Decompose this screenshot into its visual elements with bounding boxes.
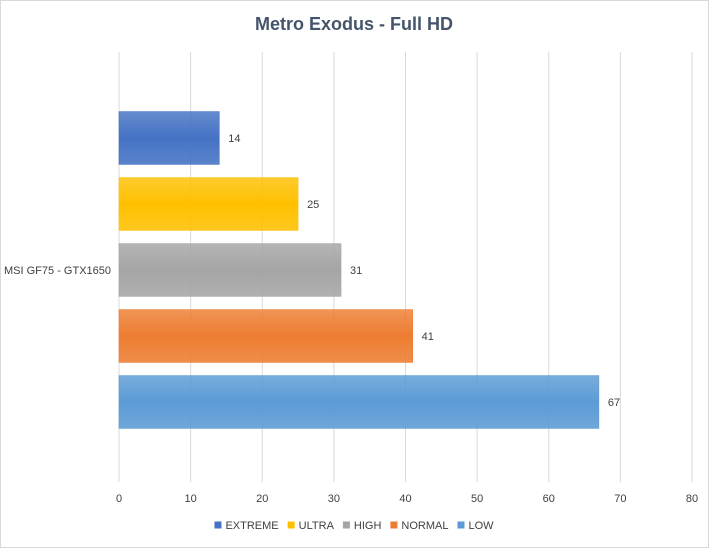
y-axis-categories: MSI GF75 - GTX1650 [4,265,111,277]
category-label: MSI GF75 - GTX1650 [4,265,111,277]
x-tick-label: 10 [185,493,197,505]
bar-normal [118,309,413,363]
data-label-normal: 41 [422,331,434,343]
bar-low [118,375,600,429]
x-axis-ticks: 0 10 20 30 40 50 60 70 80 [116,493,698,505]
x-tick-label: 70 [614,493,626,505]
legend-swatch [457,521,465,529]
legend-label: HIGH [354,520,382,532]
bar-extreme [118,111,220,165]
data-label-low: 67 [608,397,620,409]
x-tick-label: 80 [686,493,698,505]
chart-title: Metro Exodus - Full HD [255,14,453,34]
data-label-ultra: 25 [307,199,319,211]
x-tick-label: 60 [543,493,555,505]
x-tick-label: 30 [328,493,340,505]
x-tick-label: 20 [256,493,268,505]
legend-item-ultra: ULTRA [287,520,335,532]
bar-ultra [118,177,299,231]
x-tick-label: 50 [471,493,483,505]
bar-high [118,243,342,297]
legend-item-low: LOW [457,520,494,532]
legend-item-extreme: EXTREME [214,520,279,532]
legend-label: LOW [468,520,494,532]
legend: EXTREME ULTRA HIGH NORMAL LOW [214,520,494,532]
legend-swatch [214,521,222,529]
data-label-high: 31 [350,265,362,277]
legend-item-normal: NORMAL [390,520,448,532]
legend-swatch [287,521,295,529]
bars [118,111,600,429]
data-labels: 14 25 31 41 67 [228,133,620,409]
x-tick-label: 40 [399,493,411,505]
legend-item-high: HIGH [342,520,382,532]
legend-swatch [390,521,398,529]
legend-label: EXTREME [225,520,278,532]
legend-swatch [342,521,350,529]
x-tick-label: 0 [116,493,122,505]
data-label-extreme: 14 [228,133,240,145]
legend-label: NORMAL [401,520,448,532]
legend-label: ULTRA [299,520,335,532]
